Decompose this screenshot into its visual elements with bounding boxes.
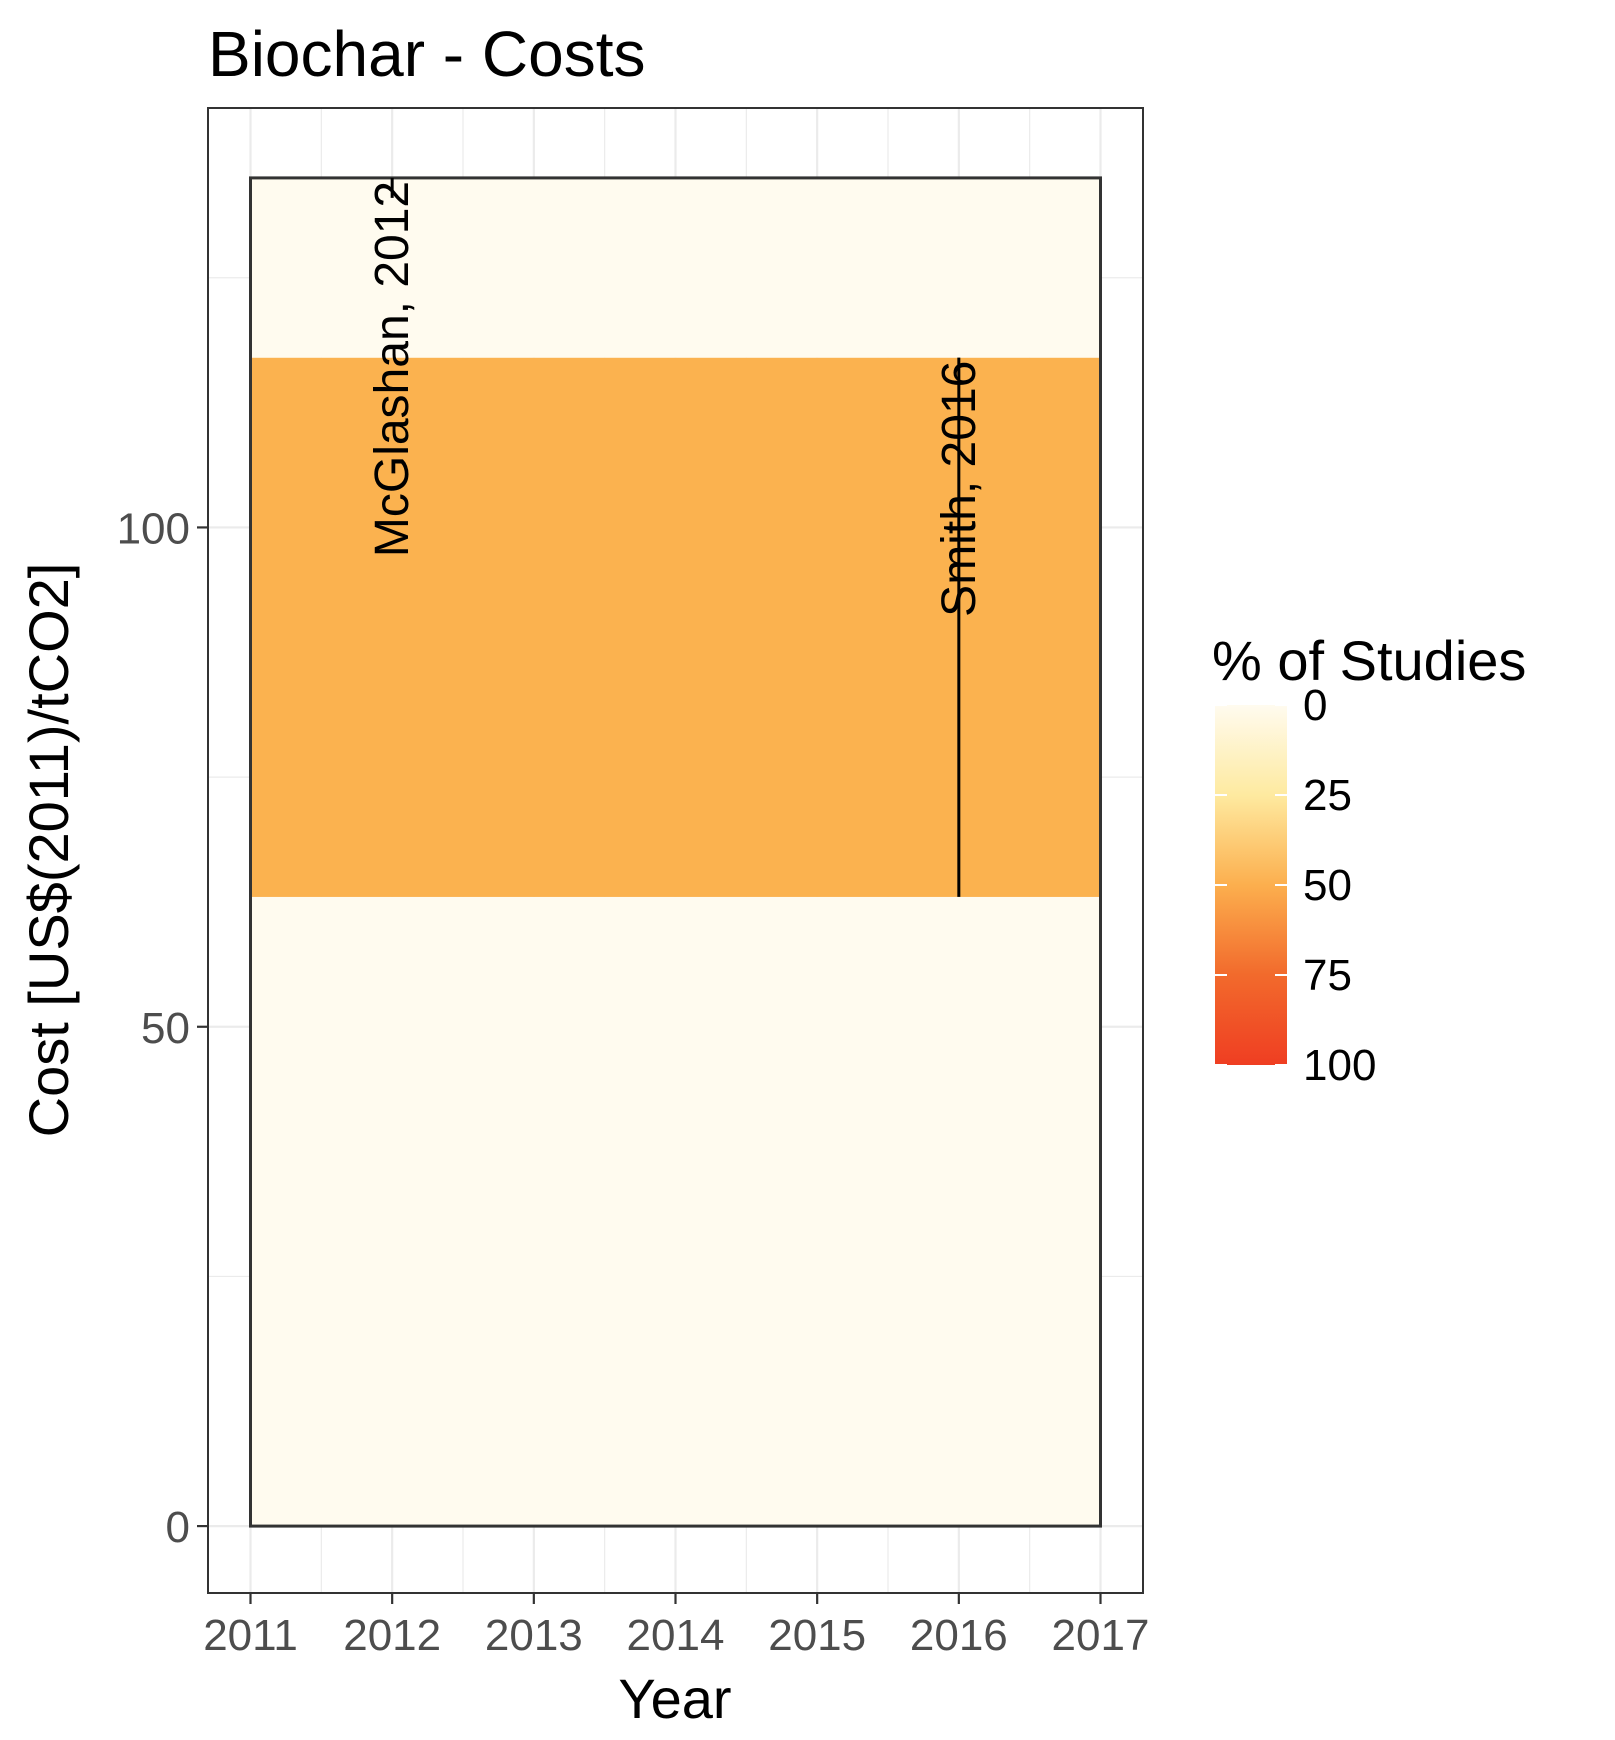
- legend-tick-label: 50: [1303, 861, 1352, 910]
- study-annotations: McGlashan, 2012 Smith, 2016: [366, 177, 986, 897]
- y-axis-label: Cost [US$(2011)/tCO2]: [17, 563, 80, 1138]
- x-axis-label: Year: [618, 1667, 731, 1730]
- x-tick-label: 2014: [627, 1611, 725, 1660]
- y-tick-label: 100: [117, 504, 190, 553]
- plot-panel: McGlashan, 2012 Smith, 2016: [207, 107, 1144, 1594]
- y-tick-label: 0: [166, 1503, 190, 1552]
- legend-tick-label: 100: [1303, 1041, 1376, 1090]
- y-axis: 0 50 100: [117, 504, 208, 1552]
- cost-band: [250, 177, 1101, 358]
- x-tick-label: 2015: [768, 1611, 866, 1660]
- legend: % of Studies 0 25 50 75 100: [1212, 629, 1526, 1090]
- legend-title: % of Studies: [1212, 629, 1526, 692]
- legend-tick-label: 0: [1303, 681, 1327, 730]
- y-tick-label: 50: [141, 1004, 190, 1053]
- cost-bands: [250, 177, 1101, 1527]
- x-tick-label: 2012: [343, 1611, 441, 1660]
- study-label: McGlashan, 2012: [366, 181, 419, 557]
- legend-tick-label: 75: [1303, 951, 1352, 1000]
- x-tick-label: 2011: [203, 1611, 298, 1660]
- x-tick-label: 2016: [910, 1611, 1008, 1660]
- x-axis: 2011 2012 2013 2014 2015 2016 2017: [203, 1593, 1149, 1660]
- legend-tick-label: 25: [1303, 771, 1352, 820]
- legend-ticks: 0 25 50 75 100: [1215, 681, 1376, 1090]
- x-tick-label: 2017: [1052, 1611, 1150, 1660]
- chart-title: Biochar - Costs: [208, 18, 645, 90]
- x-tick-label: 2013: [485, 1611, 583, 1660]
- data-outline: [249, 176, 1102, 1528]
- cost-band: [250, 896, 1101, 1527]
- study-label: Smith, 2016: [933, 361, 986, 617]
